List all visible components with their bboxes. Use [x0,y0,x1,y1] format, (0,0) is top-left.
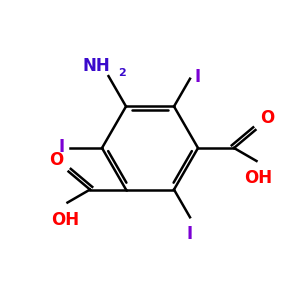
Text: OH: OH [244,169,273,187]
Text: I: I [187,225,193,243]
Text: NH: NH [83,57,110,75]
Text: I: I [194,68,200,86]
Text: OH: OH [51,211,80,229]
Text: I: I [59,138,65,156]
Text: O: O [260,109,275,127]
Text: 2: 2 [118,68,126,78]
Text: O: O [49,151,64,169]
